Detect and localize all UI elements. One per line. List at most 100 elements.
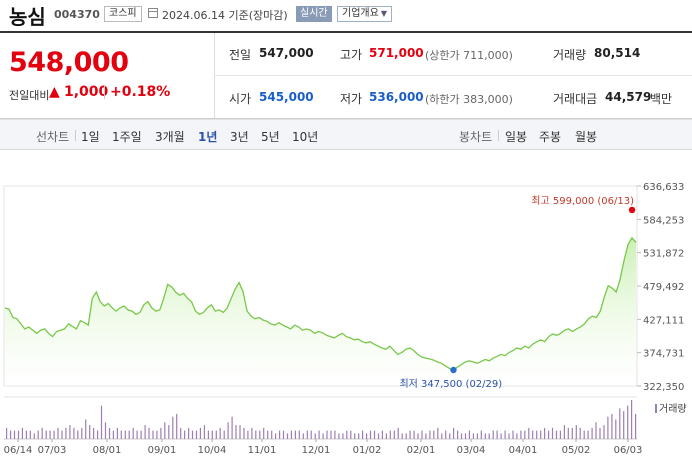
volume-bar [298, 430, 300, 439]
volume-bar [211, 430, 213, 439]
volume-bar [17, 430, 20, 439]
volume-bar [366, 433, 368, 439]
volume-bar [13, 430, 16, 439]
change-label: 전일대비 [9, 89, 50, 102]
volume-bar [89, 425, 91, 439]
tab-monthly-candle[interactable]: 월봉 [575, 130, 598, 144]
x-tick-label: 06/03 [614, 445, 643, 456]
volume-bar [148, 427, 150, 439]
realtime-button[interactable]: 실시간 [296, 6, 332, 22]
volume-bar [286, 433, 289, 439]
tab-1week[interactable]: 1주일 [112, 130, 142, 144]
volume-bar [41, 427, 43, 439]
volume-bar [476, 433, 478, 439]
volume-bar [587, 430, 589, 439]
volume-bar [45, 430, 47, 439]
change-percent: +0.18% [110, 84, 171, 100]
volume-bar [544, 427, 546, 439]
volume-bar [563, 425, 565, 439]
volume-bar [603, 425, 605, 439]
volume-bar [472, 433, 474, 439]
y-tick-label: 322,350 [643, 382, 684, 393]
tab-1year[interactable]: 1년 [198, 130, 218, 144]
volume-bar [425, 433, 427, 439]
x-tick-label: 04/01 [509, 445, 538, 456]
y-tick-label: 427,111 [643, 315, 684, 326]
volume-bar [591, 427, 593, 439]
volume-bar [512, 430, 514, 439]
low-annotation: 최저 347,500 (02/29) [399, 378, 502, 390]
volume-bar [302, 433, 304, 439]
up-arrow-icon: ▲ [49, 84, 60, 100]
x-tick-label: 05/02 [562, 445, 591, 456]
volume-bar [294, 430, 296, 439]
volume-bar [559, 430, 561, 439]
x-tick-label: 08/01 [93, 445, 122, 456]
x-tick-label: 02/01 [407, 445, 436, 456]
market-badge: 코스피 [104, 6, 142, 22]
volume-legend-label: 거래량 [659, 403, 687, 415]
company-overview-dropdown[interactable]: 기업개요 ▼ [337, 6, 392, 22]
volume-bar [33, 433, 35, 439]
volume-bar [168, 425, 170, 439]
volume-bar [255, 430, 257, 439]
volume-bar [290, 430, 292, 439]
y-tick-label: 479,492 [643, 282, 684, 293]
volume-bar [607, 416, 609, 439]
volume-bar [417, 433, 419, 439]
volume-bar [164, 422, 166, 439]
volume-bar [413, 430, 415, 439]
y-tick-label: 636,633 [643, 182, 684, 193]
volume-bar [492, 430, 494, 439]
high-value: 571,000 [369, 46, 424, 60]
volume-bar [615, 419, 617, 439]
volume-bar [405, 433, 407, 439]
volume-bar [429, 430, 431, 439]
open-value: 545,000 [259, 90, 314, 104]
volume-bar [540, 430, 542, 439]
volume-bar [623, 411, 625, 439]
low-value: 536,000 [369, 90, 424, 104]
volume-bar [393, 430, 395, 439]
volume-bar [104, 422, 107, 439]
volume-bar [29, 430, 31, 439]
volume-bar [267, 430, 269, 439]
volume-bar [445, 430, 447, 439]
tab-3year[interactable]: 3년 [230, 130, 249, 144]
volume-bar [176, 413, 178, 439]
volume-bar [373, 430, 376, 439]
volume-bar [263, 427, 265, 439]
upper-limit: (상한가 711,000) [425, 49, 513, 62]
volume-bar [595, 422, 597, 439]
line-chart-label: 선차트 [36, 130, 70, 144]
volume-bar [583, 430, 585, 439]
volume-bar [314, 433, 316, 439]
volume-bar [73, 427, 75, 439]
tab-10year[interactable]: 10년 [292, 130, 319, 144]
row-divider [214, 75, 692, 76]
tab-daily-candle[interactable]: 일봉 [505, 130, 528, 144]
volume-bar [484, 433, 486, 439]
volume-bar [152, 430, 154, 439]
tab-5year[interactable]: 5년 [261, 130, 280, 144]
low-label: 저가 [340, 92, 363, 106]
volume-bar [516, 433, 518, 439]
tab-1day[interactable]: 1일 [81, 130, 100, 144]
volume-bar [85, 419, 87, 439]
y-tick-label: 374,731 [643, 349, 684, 360]
tab-3month[interactable]: 3개월 [155, 130, 185, 144]
volume-bar [532, 430, 534, 439]
trade-amount-unit: 백만 [650, 92, 673, 106]
volume-bar [116, 427, 118, 439]
volume-bar [21, 427, 23, 439]
volume-bar [567, 427, 569, 439]
chevron-down-icon: ▼ [380, 9, 387, 18]
tab-weekly-candle[interactable]: 주봉 [539, 130, 562, 144]
company-overview-label: 기업개요 [342, 8, 379, 19]
volume-legend-swatch [655, 404, 657, 413]
volume-bar [112, 430, 114, 439]
volume-bar [330, 430, 332, 439]
volume-bar [377, 433, 380, 439]
volume-bar [354, 433, 356, 439]
volume-bar [188, 427, 190, 439]
